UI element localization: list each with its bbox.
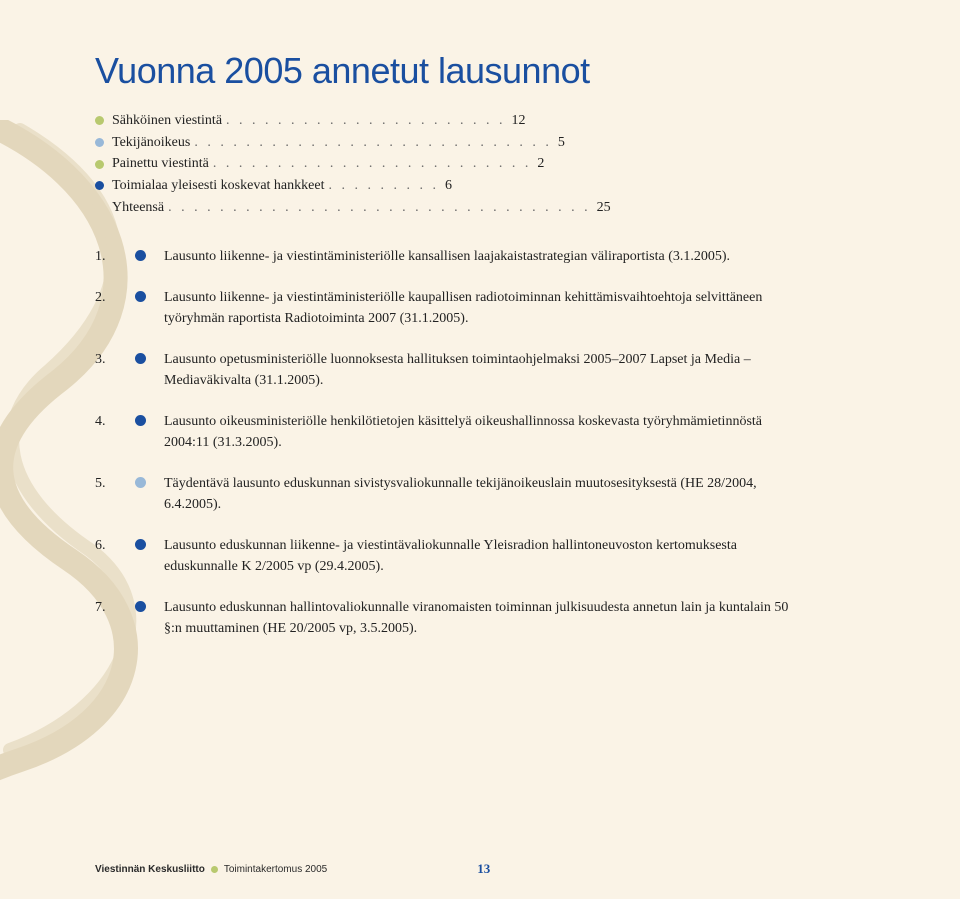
page-title: Vuonna 2005 annetut lausunnot [95,50,900,92]
page-footer: Viestinnän Keskusliitto Toimintakertomus… [95,861,490,877]
item-bullet-icon [135,539,146,550]
list-item: 7. Lausunto eduskunnan hallintovaliokunna… [95,597,900,639]
item-bullet-icon [135,601,146,612]
leader-dots: . . . . . . . . . . . . . . . . . . . . … [164,197,595,219]
summary-count: 2 [537,153,544,175]
list-item: 4. Lausunto oikeusministeriölle henkilöti… [95,411,900,453]
list-item: 6. Lausunto eduskunnan liikenne- ja viest… [95,535,900,577]
item-text: Täydentävä lausunto eduskunnan sivistysv… [164,473,804,515]
item-text: Lausunto opetusministeriölle luonnoksest… [164,349,804,391]
item-number: 3. [95,349,135,370]
summary-row: Yhteensä. . . . . . . . . . . . . . . . … [95,197,900,219]
summary-label: Yhteensä [112,197,164,219]
item-number: 1. [95,246,135,267]
list-item: 5. Täydentävä lausunto eduskunnan sivisty… [95,473,900,515]
summary-row: Tekijänoikeus. . . . . . . . . . . . . .… [95,132,900,154]
items-list: 1. Lausunto liikenne- ja viestintäministe… [95,246,900,639]
list-item: 3. Lausunto opetusministeriölle luonnokse… [95,349,900,391]
leader-dots: . . . . . . . . . [324,175,443,197]
item-bullet-icon [135,250,146,261]
page-content: Vuonna 2005 annetut lausunnot Sähköinen … [0,0,960,639]
item-text: Lausunto liikenne- ja viestintäministeri… [164,246,804,267]
summary-row: Sähköinen viestintä. . . . . . . . . . .… [95,110,900,132]
item-number: 4. [95,411,135,432]
item-number: 7. [95,597,135,618]
category-bullet-icon [95,181,104,190]
footer-doc: Toimintakertomus 2005 [224,864,327,875]
leader-dots: . . . . . . . . . . . . . . . . . . . . … [209,153,536,175]
list-item: 2. Lausunto liikenne- ja viestintäministe… [95,287,900,329]
item-text: Lausunto liikenne- ja viestintäministeri… [164,287,804,329]
item-number: 2. [95,287,135,308]
summary-row: Toimialaa yleisesti koskevat hankkeet. .… [95,175,900,197]
item-text: Lausunto eduskunnan hallintovaliokunnall… [164,597,804,639]
summary-count: 25 [597,197,611,219]
item-number: 5. [95,473,135,494]
footer-dot-icon [211,866,218,873]
summary-count: 12 [512,110,526,132]
item-bullet-icon [135,353,146,364]
leader-dots: . . . . . . . . . . . . . . . . . . . . … [222,110,510,132]
summary-label: Sähköinen viestintä [112,110,222,132]
summary-label: Toimialaa yleisesti koskevat hankkeet [112,175,324,197]
summary-count: 6 [445,175,452,197]
item-bullet-icon [135,291,146,302]
summary-list: Sähköinen viestintä. . . . . . . . . . .… [95,110,900,218]
item-number: 6. [95,535,135,556]
category-bullet-icon [95,160,104,169]
category-bullet-icon [95,116,104,125]
category-bullet-icon [95,138,104,147]
list-item: 1. Lausunto liikenne- ja viestintäministe… [95,246,900,267]
page-number: 13 [477,861,490,877]
summary-count: 5 [558,132,565,154]
footer-org: Viestinnän Keskusliitto [95,864,205,875]
item-bullet-icon [135,477,146,488]
summary-label: Tekijänoikeus [112,132,190,154]
item-bullet-icon [135,415,146,426]
item-text: Lausunto oikeusministeriölle henkilötiet… [164,411,804,453]
summary-row: Painettu viestintä. . . . . . . . . . . … [95,153,900,175]
item-text: Lausunto eduskunnan liikenne- ja viestin… [164,535,804,577]
summary-label: Painettu viestintä [112,153,209,175]
leader-dots: . . . . . . . . . . . . . . . . . . . . … [190,132,556,154]
